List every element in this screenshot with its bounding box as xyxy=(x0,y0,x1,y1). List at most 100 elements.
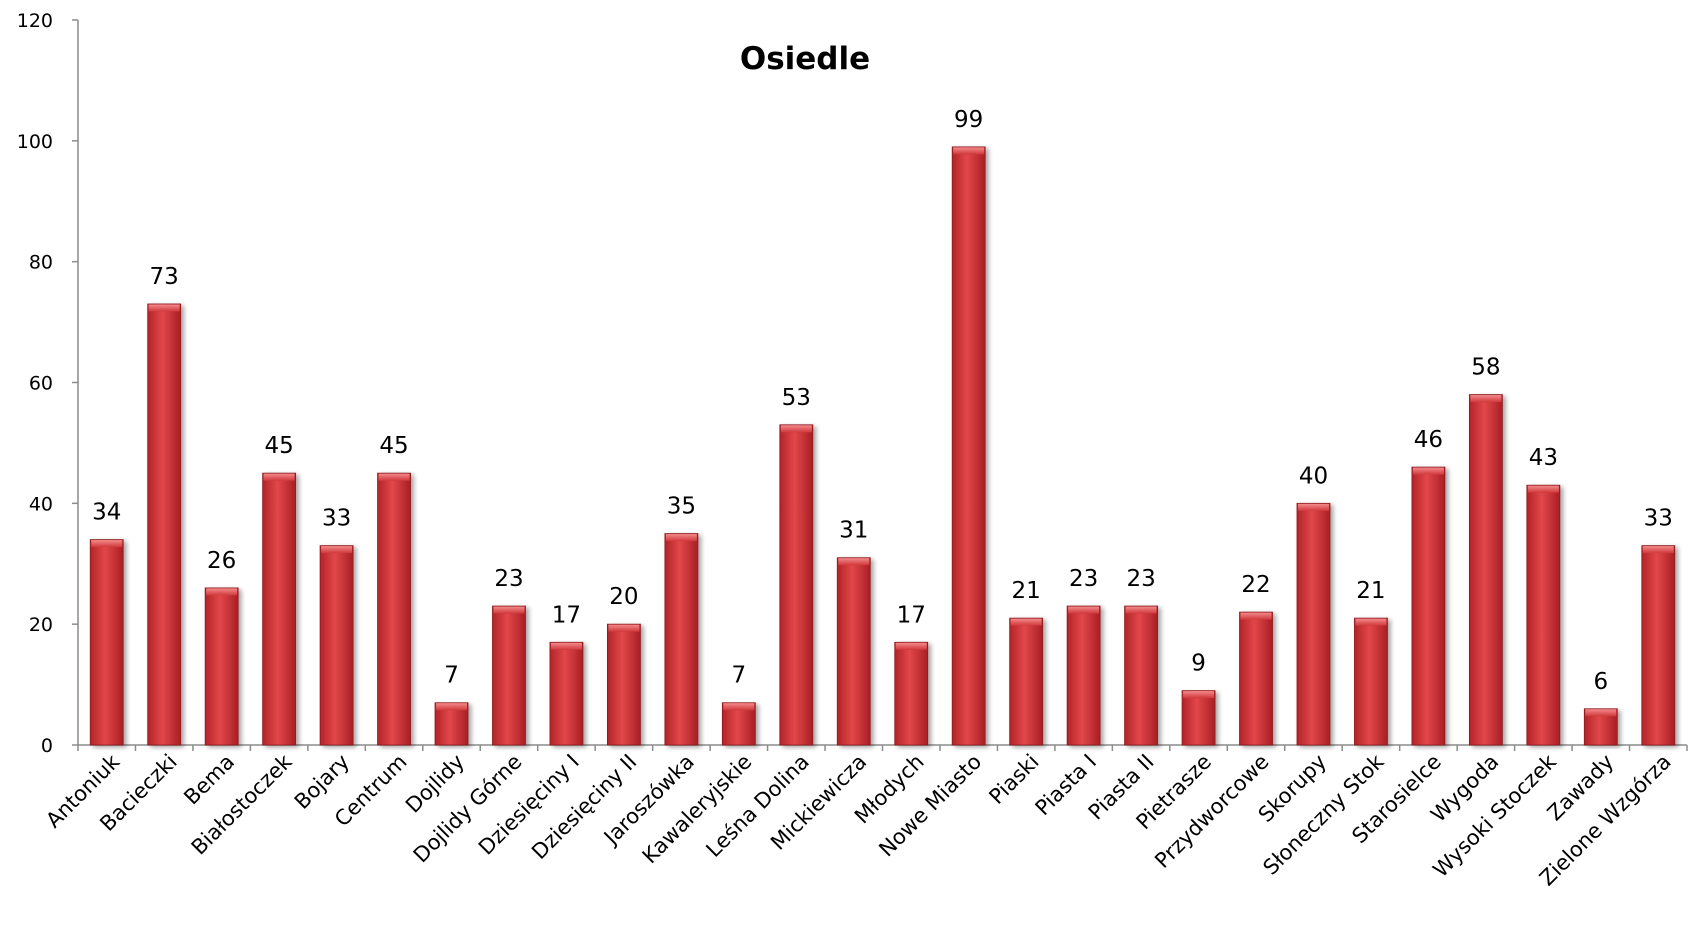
bar xyxy=(1296,502,1331,746)
data-label: 45 xyxy=(379,433,408,459)
bar-cap xyxy=(953,147,985,155)
category-label: Dziesięciny I xyxy=(474,750,584,860)
bar-cap xyxy=(321,546,353,554)
bar-cap xyxy=(1010,618,1042,626)
bar-Wysoki Stoczek xyxy=(1526,484,1561,746)
data-label: 9 xyxy=(1191,651,1206,677)
bar xyxy=(1066,605,1101,746)
bar-cap xyxy=(1470,395,1502,403)
bar-cap xyxy=(608,624,640,632)
bar-cap xyxy=(1183,691,1215,699)
data-label: 40 xyxy=(1299,463,1328,489)
bar-cap xyxy=(1068,606,1100,614)
data-label: 22 xyxy=(1241,572,1270,598)
data-label: 17 xyxy=(897,602,926,628)
bar xyxy=(549,641,584,746)
bar-cap xyxy=(895,642,927,650)
bar-cap xyxy=(206,588,238,596)
y-tick-label: 100 xyxy=(17,131,53,153)
data-label: 46 xyxy=(1414,427,1443,453)
bar-Słoneczny Stok xyxy=(1354,617,1388,746)
data-label: 33 xyxy=(1644,506,1673,532)
data-label: 17 xyxy=(552,602,581,628)
bar-Starosielce xyxy=(1411,466,1446,746)
data-label: 34 xyxy=(92,500,121,526)
bar xyxy=(1354,617,1388,746)
bar-cap xyxy=(263,473,295,481)
bar-cap xyxy=(1297,503,1329,511)
y-tick-label: 80 xyxy=(29,252,53,274)
bar-Bema xyxy=(204,587,239,746)
bar-Wygoda xyxy=(1468,394,1503,746)
bar-Nowe Miasto xyxy=(951,146,986,746)
bar-Piasta I xyxy=(1066,605,1101,746)
category-labels-group: AntoniukBacieczkiBemaBiałostoczekBojaryC… xyxy=(41,749,1676,890)
bar-Piaski xyxy=(1009,617,1044,746)
y-tick-label: 0 xyxy=(41,735,53,757)
bar-Jaroszówka xyxy=(664,533,699,746)
data-label: 35 xyxy=(667,494,696,520)
y-tick-label: 120 xyxy=(17,10,53,32)
bar xyxy=(894,641,929,746)
category-label: Białostoczek xyxy=(187,749,298,860)
bar-Młodych xyxy=(894,641,929,746)
bar-cap xyxy=(378,473,410,481)
bar-Kawaleryjskie xyxy=(721,702,756,746)
category-label: Nowe Miasto xyxy=(874,750,986,862)
bar-cap xyxy=(1527,485,1559,493)
data-label: 43 xyxy=(1529,445,1558,471)
data-label: 23 xyxy=(494,566,523,592)
data-label: 7 xyxy=(444,663,459,689)
bar-cap xyxy=(1240,612,1272,620)
bar-cap xyxy=(665,534,697,542)
data-label: 99 xyxy=(954,107,983,133)
bar-cap xyxy=(148,304,180,312)
bar xyxy=(204,587,239,746)
data-label: 23 xyxy=(1126,566,1155,592)
data-label: 21 xyxy=(1356,578,1385,604)
bar-Zawady xyxy=(1583,708,1618,746)
chart-title: Osiedle xyxy=(740,41,870,77)
bar xyxy=(1124,605,1158,746)
y-tick-label: 20 xyxy=(29,614,53,636)
bar xyxy=(377,472,411,746)
bar xyxy=(836,557,871,746)
bar-Skorupy xyxy=(1296,502,1331,746)
bar xyxy=(147,303,182,746)
data-label: 31 xyxy=(839,518,868,544)
bar-Dziesięciny II xyxy=(607,623,641,746)
bar-Piasta II xyxy=(1124,605,1158,746)
data-label: 58 xyxy=(1471,355,1500,381)
bar xyxy=(951,146,986,746)
bar-Pietrasze xyxy=(1181,690,1216,746)
bar-Leśna Dolina xyxy=(779,424,814,746)
bar-Bojary xyxy=(319,545,354,746)
data-label: 21 xyxy=(1012,578,1041,604)
bar-Przydworcowe xyxy=(1239,611,1273,746)
data-label: 6 xyxy=(1593,669,1608,695)
bar-cap xyxy=(780,425,812,433)
data-label: 7 xyxy=(732,663,747,689)
bar xyxy=(1641,545,1676,746)
bar-Bacieczki xyxy=(147,303,182,746)
data-label: 23 xyxy=(1069,566,1098,592)
bar-cap xyxy=(436,703,468,711)
bar-cap xyxy=(723,703,755,711)
bar xyxy=(1411,466,1446,746)
bar xyxy=(607,623,641,746)
bars-group xyxy=(89,146,1676,746)
bar xyxy=(1009,617,1044,746)
bar-Dojlidy xyxy=(434,702,469,746)
bar xyxy=(89,539,124,746)
bar-cap xyxy=(1412,467,1444,475)
bar-cap xyxy=(550,642,582,650)
bar-Antoniuk xyxy=(89,539,124,746)
bar xyxy=(664,533,699,746)
bar-Dziesięciny I xyxy=(549,641,584,746)
bar xyxy=(779,424,814,746)
data-label: 53 xyxy=(782,385,811,411)
bar-Centrum xyxy=(377,472,411,746)
y-tick-label: 40 xyxy=(29,493,53,515)
